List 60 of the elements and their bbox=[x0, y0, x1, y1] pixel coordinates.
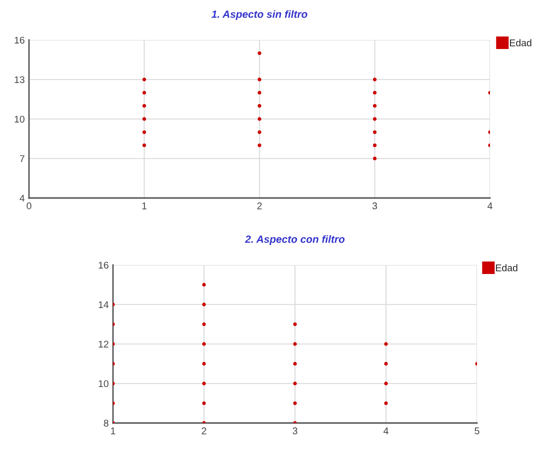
point bbox=[258, 90, 262, 95]
y-tick-label: 14 bbox=[98, 301, 109, 308]
point bbox=[258, 104, 262, 108]
point bbox=[142, 117, 146, 121]
x-tick-label: 1 bbox=[111, 428, 116, 434]
point bbox=[372, 78, 377, 82]
point bbox=[384, 382, 388, 386]
point bbox=[258, 117, 262, 121]
x-tick-label: 4 bbox=[384, 428, 388, 434]
point bbox=[293, 342, 297, 346]
legend-label: Edad bbox=[510, 39, 532, 46]
point bbox=[258, 143, 262, 148]
x-tick-label: 1 bbox=[142, 202, 146, 210]
point bbox=[372, 130, 377, 134]
point bbox=[293, 322, 297, 326]
point bbox=[258, 130, 262, 134]
x-tick-label: 5 bbox=[474, 428, 480, 434]
point bbox=[258, 51, 262, 56]
x-tick-label: 4 bbox=[488, 202, 492, 210]
point bbox=[258, 78, 262, 82]
y-tick-label: 16 bbox=[98, 262, 108, 269]
y-tick-label: 16 bbox=[14, 36, 24, 44]
y-tick-label: 10 bbox=[98, 380, 108, 388]
point bbox=[202, 282, 206, 287]
point bbox=[293, 382, 297, 386]
point bbox=[142, 130, 146, 134]
chart-title: 2. Aspecto con filtro bbox=[244, 235, 345, 245]
point bbox=[142, 78, 146, 82]
y-tick-label: 10 bbox=[14, 116, 24, 123]
point bbox=[372, 117, 377, 121]
x-tick-label: 2 bbox=[202, 427, 206, 434]
point bbox=[372, 90, 377, 95]
y-tick-label: 12 bbox=[98, 340, 108, 348]
point bbox=[202, 362, 206, 366]
point bbox=[202, 382, 206, 386]
point bbox=[372, 156, 377, 160]
x-tick-label: 3 bbox=[372, 202, 378, 210]
point bbox=[142, 104, 146, 108]
point bbox=[384, 362, 388, 366]
point bbox=[384, 401, 388, 406]
x-tick-label: 3 bbox=[292, 427, 298, 434]
chart-title: 1. Aspecto sin filtro bbox=[212, 10, 308, 20]
point bbox=[202, 322, 206, 326]
x-tick-label: 0 bbox=[26, 202, 32, 210]
point bbox=[293, 401, 297, 406]
y-tick-label: 8 bbox=[104, 420, 108, 427]
point bbox=[202, 302, 206, 306]
point bbox=[202, 342, 206, 346]
x-tick-label: 2 bbox=[257, 202, 262, 210]
y-tick-label: 7 bbox=[20, 155, 24, 162]
point bbox=[293, 362, 297, 366]
y-tick-label: 4 bbox=[20, 194, 25, 202]
legend-label: Edad bbox=[496, 264, 518, 272]
y-tick-label: 13 bbox=[14, 76, 24, 84]
point bbox=[372, 143, 377, 148]
point bbox=[202, 401, 206, 406]
point bbox=[372, 104, 377, 108]
point bbox=[142, 90, 146, 95]
point bbox=[384, 342, 388, 346]
point bbox=[142, 143, 146, 148]
